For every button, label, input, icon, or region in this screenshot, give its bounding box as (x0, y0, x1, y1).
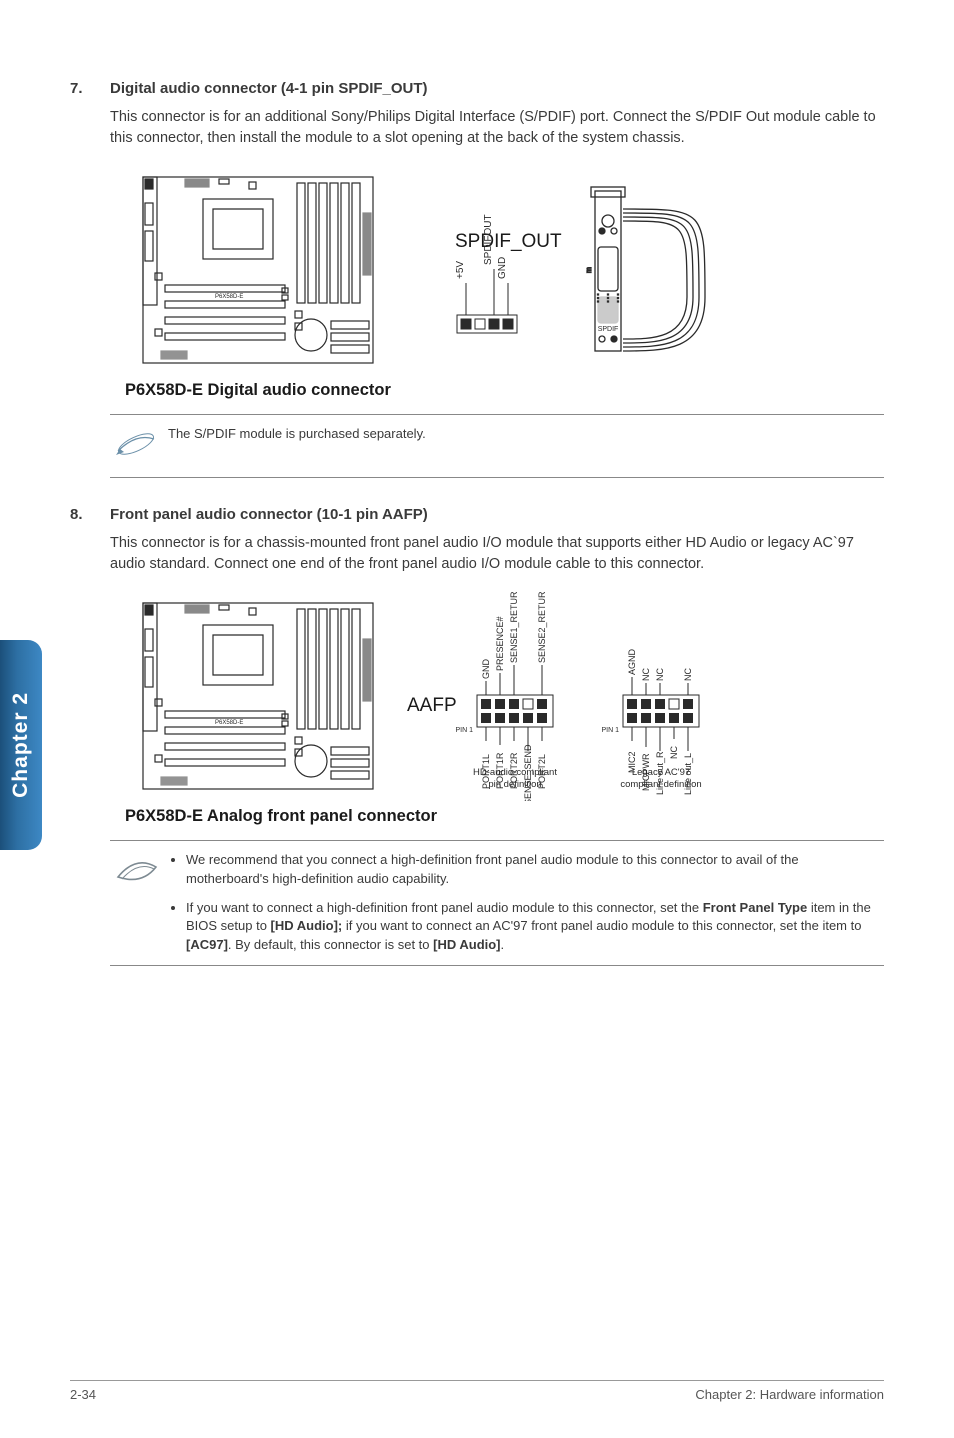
svg-text:⋮⋮⋮: ⋮⋮⋮ (593, 293, 623, 304)
board-model-label: P6X58D-E (215, 294, 243, 300)
aafp-diagram: P6X58D-E AAFP PIN 1 (125, 591, 884, 801)
section-7: 7. Digital audio connector (4-1 pin SPDI… (70, 80, 884, 478)
spdif-connector-detail: SPDIF_OUT +5V (385, 165, 725, 375)
aafp-conn-label: AAFP (407, 695, 457, 716)
section-8-body: This connector is for a chassis-mounted … (110, 533, 884, 575)
svg-text:GND: GND (481, 658, 491, 679)
note-icon (110, 425, 168, 467)
spdif-note-text: The S/PDIF module is purchased separatel… (168, 425, 884, 467)
spdif-diagram: P6X58D-E SPDIF_OUT (125, 165, 884, 375)
page-footer: 2-34 Chapter 2: Hardware information (70, 1380, 884, 1402)
note-bullet-1: We recommend that you connect a high-def… (186, 851, 874, 889)
aafp-connector-detail: AAFP PIN 1 GND PR (385, 591, 815, 801)
svg-text:SENSE1_RETUR: SENSE1_RETUR (509, 591, 519, 663)
pin-label: +5V (455, 261, 466, 279)
section-8: 8. Front panel audio connector (10-1 pin… (70, 506, 884, 966)
spdif-diagram-caption: P6X58D-E Digital audio connector (125, 381, 884, 400)
svg-text:NC: NC (641, 667, 651, 680)
ac-caption-1: Legacy AC'97 (632, 767, 690, 778)
hd-caption-2: pin definition (488, 779, 541, 790)
svg-text:NC: NC (683, 667, 693, 680)
svg-text:SPDIF: SPDIF (598, 326, 619, 333)
pin1-label: PIN 1 (455, 727, 473, 734)
note-icon (110, 851, 168, 955)
side-tab-label: Chapter 2 (9, 692, 33, 798)
pin-label: SPDIFOUT (483, 214, 494, 265)
ac-caption-2: compliant definition (620, 779, 701, 790)
aafp-note: We recommend that you connect a high-def… (110, 840, 884, 966)
motherboard-outline: P6X58D-E (125, 165, 385, 375)
svg-text:SENSE2_RETUR: SENSE2_RETUR (537, 591, 547, 663)
footer-page-number: 2-34 (70, 1387, 96, 1402)
aafp-diagram-caption: P6X58D-E Analog front panel connector (125, 807, 884, 826)
aafp-note-text: We recommend that you connect a high-def… (168, 851, 884, 955)
section-7-body: This connector is for an additional Sony… (110, 107, 884, 149)
spdif-conn-label: SPDIF_OUT (455, 231, 562, 252)
note-bullet-2: If you want to connect a high-definition… (186, 899, 874, 956)
svg-text:NC: NC (655, 667, 665, 680)
pin1-label-2: PIN 1 (601, 727, 619, 734)
hd-caption-1: HD-audio-compliant (473, 767, 557, 778)
svg-text:NC: NC (669, 745, 679, 758)
footer-chapter-title: Chapter 2: Hardware information (695, 1387, 884, 1402)
section-8-title: Front panel audio connector (10-1 pin AA… (110, 506, 428, 523)
spdif-note: The S/PDIF module is purchased separatel… (110, 414, 884, 478)
svg-text:m: m (586, 267, 593, 273)
section-8-number: 8. (70, 506, 110, 523)
motherboard-outline-2: P6X58D-E (125, 591, 385, 801)
section-7-number: 7. (70, 80, 110, 97)
pin-label: GND (497, 257, 508, 279)
section-7-title: Digital audio connector (4-1 pin SPDIF_O… (110, 80, 428, 97)
board-model-label-2: P6X58D-E (215, 720, 243, 726)
chapter-side-tab: Chapter 2 (0, 640, 42, 850)
svg-text:AGND: AGND (627, 648, 637, 675)
svg-text:PRESENCE#: PRESENCE# (495, 616, 505, 671)
